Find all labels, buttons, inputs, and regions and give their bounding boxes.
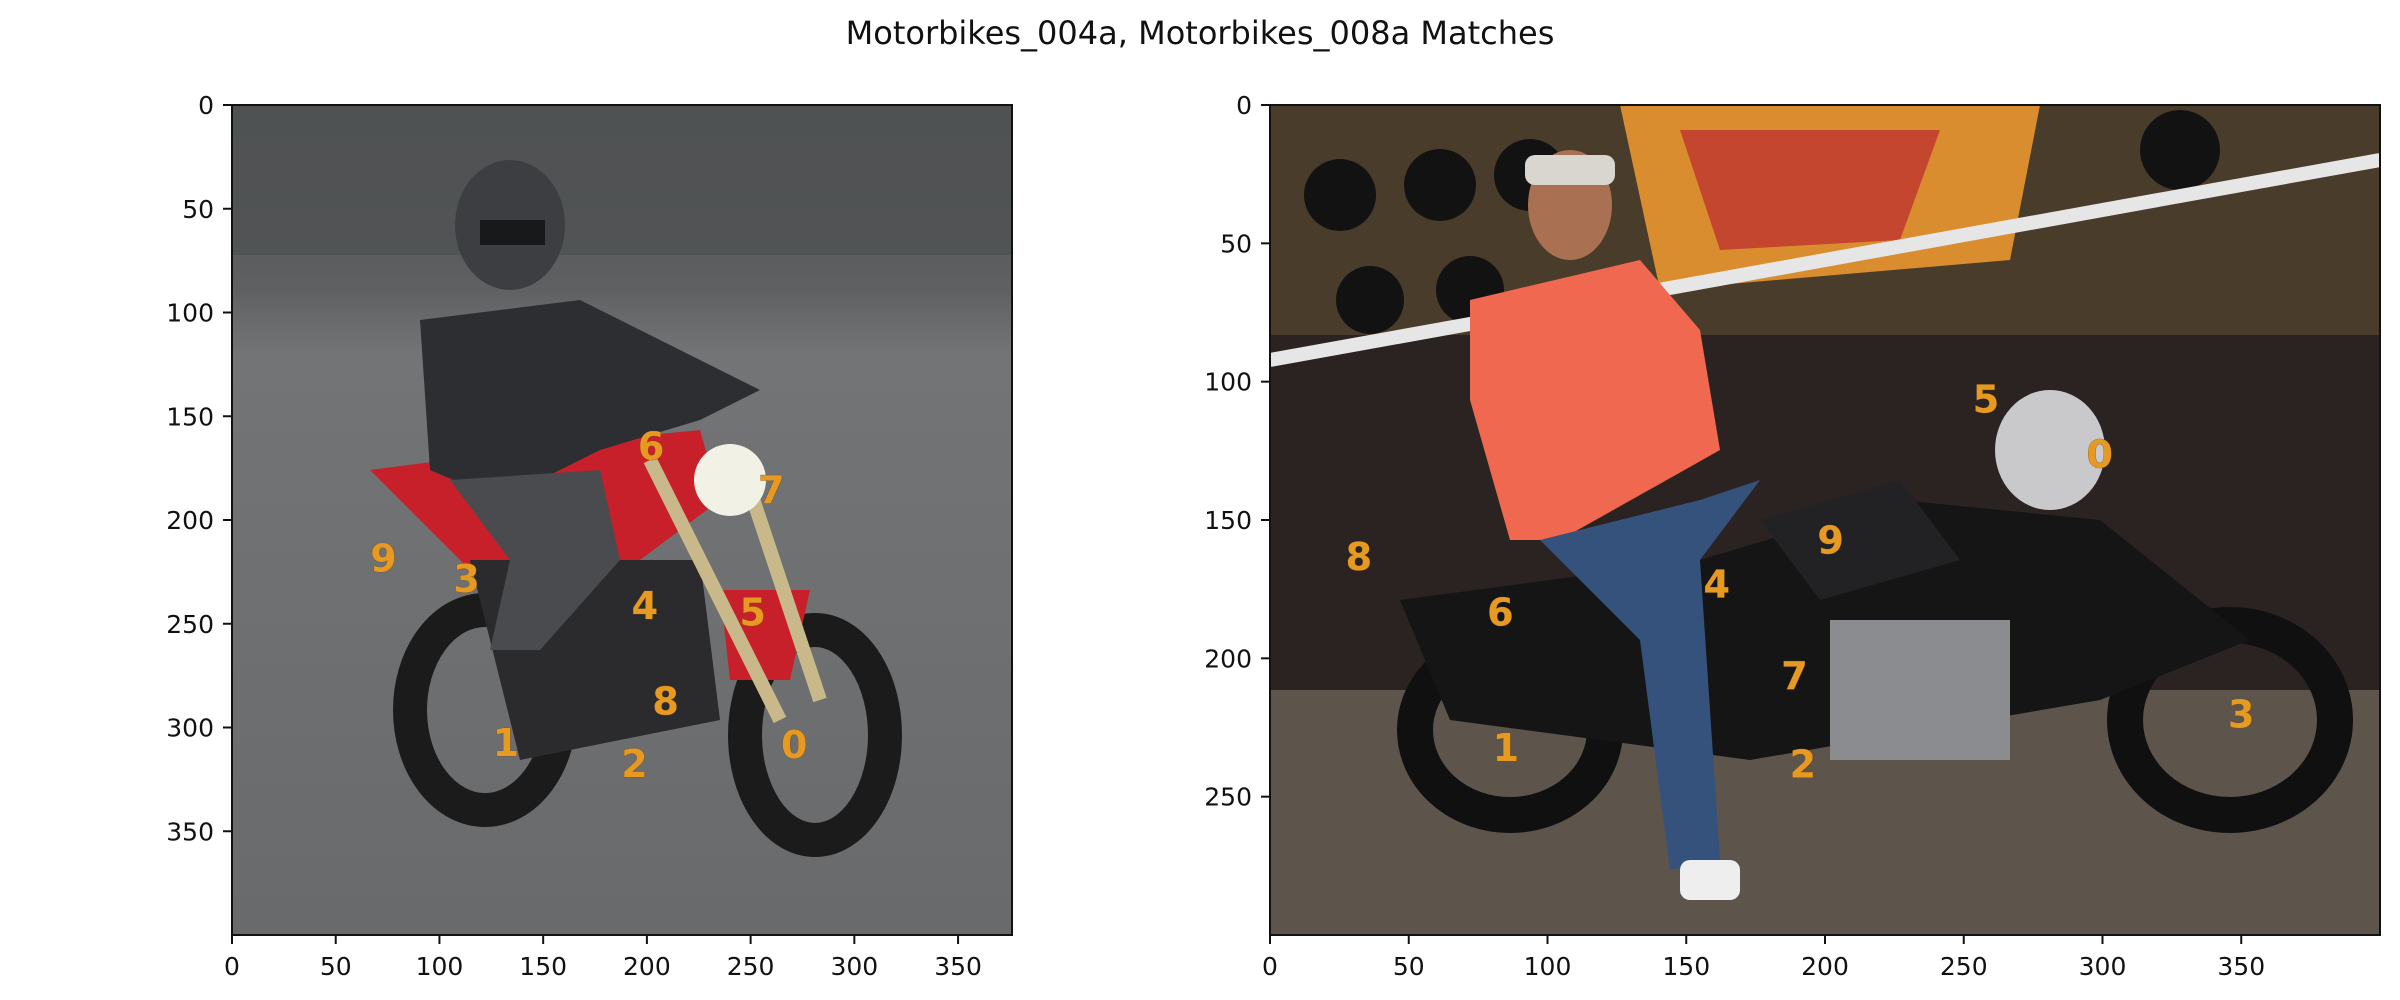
right-y-tick-label: 0 <box>1236 91 1252 120</box>
left-y-tick-label: 100 <box>166 299 214 328</box>
right-x-tick-label: 0 <box>1262 952 1278 981</box>
left-photo <box>232 105 1012 935</box>
right-keypoint-5: 5 <box>1973 377 1999 421</box>
left-keypoint-5: 5 <box>739 590 765 634</box>
left-keypoint-3: 3 <box>453 557 479 601</box>
left-keypoint-0: 0 <box>781 723 807 767</box>
left-y-tick-label: 0 <box>198 91 214 120</box>
left-keypoint-1: 1 <box>493 721 519 765</box>
right-keypoint-8: 8 <box>1346 535 1372 579</box>
right-y-tick-label: 50 <box>1220 229 1252 258</box>
left-x-tick-label: 250 <box>727 952 775 981</box>
left-x-tick-label: 150 <box>519 952 567 981</box>
left-keypoint-8: 8 <box>652 680 678 724</box>
right-x-tick-label: 300 <box>2079 952 2127 981</box>
right-x-tick-label: 150 <box>1662 952 1710 981</box>
right-keypoint-7: 7 <box>1781 654 1807 698</box>
left-keypoint-6: 6 <box>638 424 664 468</box>
left-keypoint-2: 2 <box>621 742 647 786</box>
left-x-tick-label: 0 <box>224 952 240 981</box>
left-x-tick-label: 350 <box>934 952 982 981</box>
right-keypoint-2: 2 <box>1790 742 1816 786</box>
right-x-tick-label: 50 <box>1393 952 1425 981</box>
left-y-tick-label: 250 <box>166 610 214 639</box>
left-x-tick-label: 50 <box>320 952 352 981</box>
left-y-tick-label: 300 <box>166 714 214 743</box>
right-keypoint-1: 1 <box>1493 726 1519 770</box>
left-y-tick-label: 150 <box>166 402 214 431</box>
right-y-tick-label: 200 <box>1204 644 1252 673</box>
left-x-tick-label: 300 <box>830 952 878 981</box>
right-keypoint-4: 4 <box>1704 563 1730 607</box>
right-x-tick-label: 100 <box>1524 952 1572 981</box>
right-y-tick-label: 150 <box>1204 506 1252 535</box>
left-y-tick-label: 200 <box>166 506 214 535</box>
right-x-tick-label: 350 <box>2217 952 2265 981</box>
right-y-tick-label: 250 <box>1204 783 1252 812</box>
left-keypoint-9: 9 <box>370 536 396 580</box>
left-x-tick-label: 200 <box>623 952 671 981</box>
left-keypoint-7: 7 <box>758 468 784 512</box>
right-keypoint-9: 9 <box>1817 518 1843 562</box>
right-keypoint-6: 6 <box>1487 590 1513 634</box>
left-y-tick-label: 50 <box>182 195 214 224</box>
right-keypoint-0: 0 <box>2086 433 2112 477</box>
right-keypoint-3: 3 <box>2228 693 2254 737</box>
right-x-tick-label: 250 <box>1940 952 1988 981</box>
right-x-tick-label: 200 <box>1801 952 1849 981</box>
left-x-tick-label: 100 <box>416 952 464 981</box>
chart-title: Motorbikes_004a, Motorbikes_008a Matches <box>845 14 1555 52</box>
left-y-tick-label: 350 <box>166 817 214 846</box>
right-photo <box>1270 105 2380 935</box>
right-y-tick-label: 100 <box>1204 368 1252 397</box>
left-keypoint-4: 4 <box>632 584 658 628</box>
